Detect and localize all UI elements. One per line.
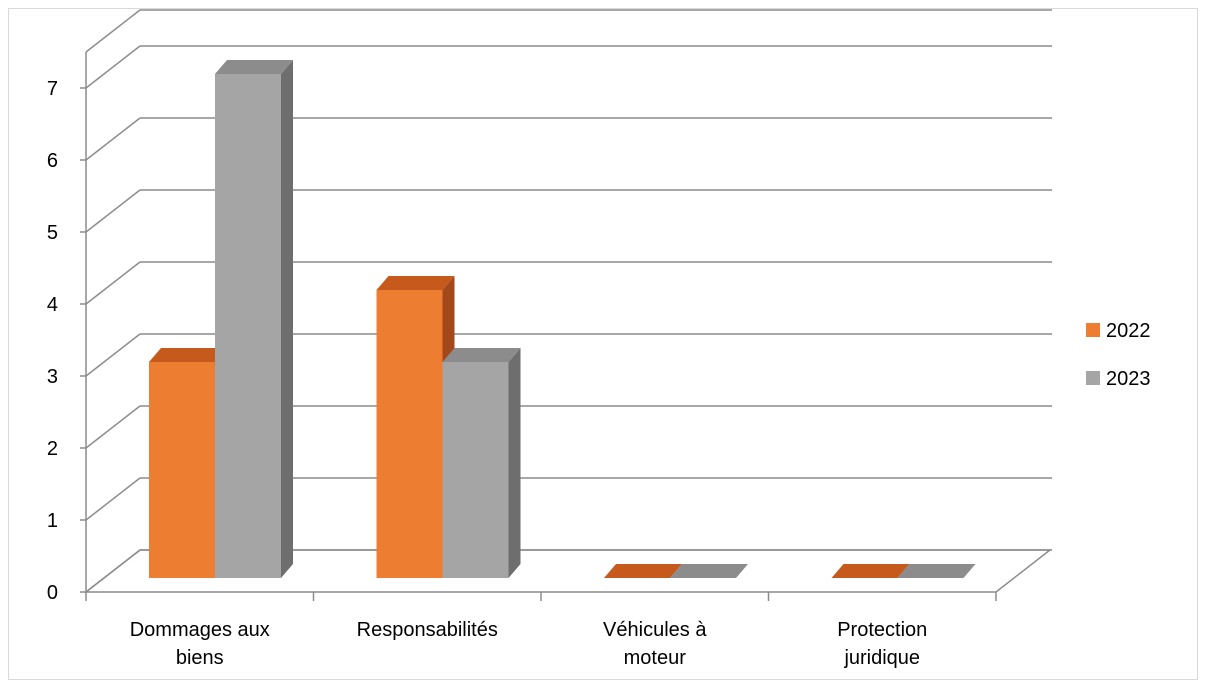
x-tick-label: Responsabilités: [357, 619, 498, 641]
x-tick-label: Protection juridique: [837, 619, 927, 669]
bar: [215, 74, 281, 578]
bar: [149, 362, 215, 578]
y-tick-label: 0: [47, 582, 58, 604]
x-tick-label: Véhicules à moteur: [603, 619, 707, 669]
y-tick-label: 3: [47, 366, 58, 388]
gridline-side: [85, 477, 141, 521]
gridline-side: [85, 405, 141, 449]
legend: 2022 2023: [1086, 320, 1151, 390]
axes: [80, 52, 997, 601]
y-tick-label: 7: [47, 78, 58, 100]
gridline-side: [85, 189, 141, 233]
legend-label: 2022: [1106, 320, 1151, 342]
bar-top: [604, 564, 682, 578]
gridline-side: [85, 261, 141, 305]
chart-frame: [8, 8, 1198, 680]
y-tick-label: 5: [47, 222, 58, 244]
gridline-side: [85, 333, 141, 377]
gridline-side: [85, 549, 141, 593]
bar-top: [215, 60, 293, 74]
bar-top: [376, 276, 455, 290]
bar-top: [442, 348, 521, 362]
bar-side: [281, 60, 293, 578]
y-tick-label: 1: [47, 510, 58, 532]
bar: [376, 290, 443, 578]
bar: [442, 362, 509, 578]
legend-swatch: [1086, 323, 1100, 337]
y-tick-label: 4: [47, 294, 58, 316]
legend-label: 2023: [1106, 368, 1151, 390]
gridline-side: [85, 45, 141, 89]
bar-top: [670, 564, 748, 578]
bars: [149, 60, 976, 578]
y-tick-label: 6: [47, 150, 58, 172]
bar-top: [897, 564, 976, 578]
x-tick-label: Dommages aux biens: [130, 619, 270, 669]
x-tick-labels: Dommages aux biens Responsabilités Véhicule…: [130, 619, 928, 669]
bar-side: [508, 348, 521, 578]
bar-top: [831, 564, 910, 578]
y-tick-label: 2: [47, 438, 58, 460]
y-tick-labels: 0 1 2 3 4 5 6 7: [47, 78, 58, 604]
bar-top: [149, 348, 227, 362]
legend-swatch: [1086, 371, 1100, 385]
gridline-side: [85, 9, 141, 53]
gridline-side: [85, 117, 141, 161]
